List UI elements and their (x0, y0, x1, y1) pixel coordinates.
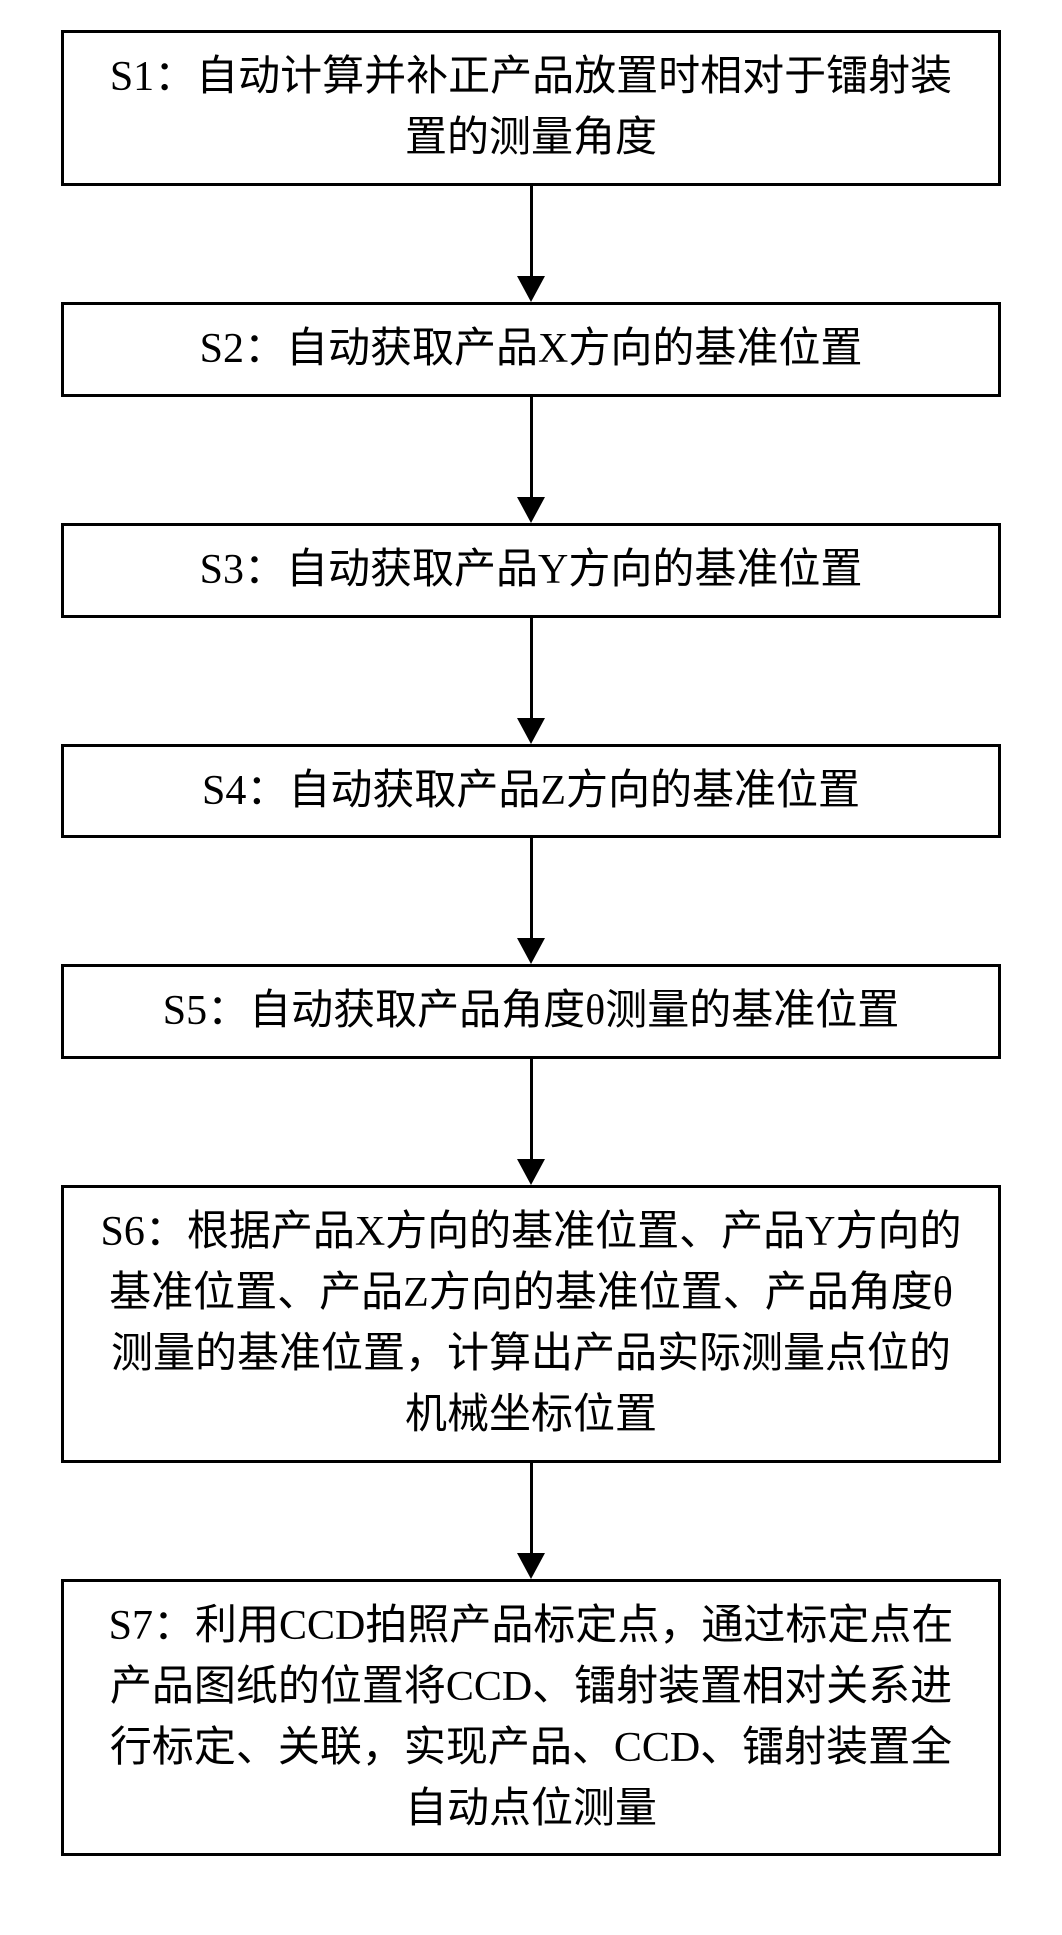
arrow-head-icon (517, 718, 545, 744)
arrow-head-icon (517, 276, 545, 302)
flow-node-s6: S6：根据产品X方向的基准位置、产品Y方向的基准位置、产品Z方向的基准位置、产品… (61, 1185, 1001, 1463)
flow-node-s5: S5：自动获取产品角度θ测量的基准位置 (61, 964, 1001, 1059)
arrow-head-icon (517, 497, 545, 523)
flow-node-s7: S7：利用CCD拍照产品标定点，通过标定点在产品图纸的位置将CCD、镭射装置相对… (61, 1579, 1001, 1857)
flow-node-s1: S1：自动计算并补正产品放置时相对于镭射装置的测量角度 (61, 30, 1001, 186)
arrow-head-icon (517, 1159, 545, 1185)
arrow-head-icon (517, 938, 545, 964)
flow-node-s3: S3：自动获取产品Y方向的基准位置 (61, 523, 1001, 618)
flowchart-container: S1：自动计算并补正产品放置时相对于镭射装置的测量角度 S2：自动获取产品X方向… (0, 0, 1062, 1906)
flow-arrow (517, 838, 545, 964)
flow-arrow (517, 1059, 545, 1185)
flow-arrow (517, 618, 545, 744)
arrow-shaft (530, 1059, 533, 1159)
flow-node-s4: S4：自动获取产品Z方向的基准位置 (61, 744, 1001, 839)
flow-arrow (517, 1463, 545, 1579)
arrow-shaft (530, 186, 533, 276)
flow-node-s2: S2：自动获取产品X方向的基准位置 (61, 302, 1001, 397)
arrow-shaft (530, 618, 533, 718)
arrow-shaft (530, 397, 533, 497)
flow-arrow (517, 397, 545, 523)
arrow-head-icon (517, 1553, 545, 1579)
arrow-shaft (530, 838, 533, 938)
flow-arrow (517, 186, 545, 302)
arrow-shaft (530, 1463, 533, 1553)
